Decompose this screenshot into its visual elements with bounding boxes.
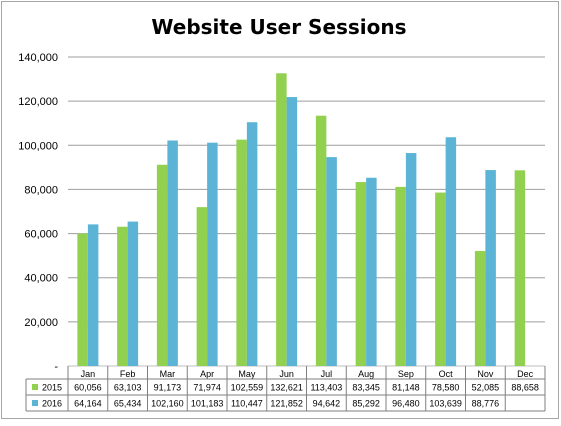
y-tick-label-100000: 100,000 [18, 140, 58, 152]
x-tick-label-dec: Dec [517, 369, 534, 379]
bar-2016-jul [326, 157, 337, 366]
y-tick-label-120000: 120,000 [18, 96, 58, 108]
bars [77, 73, 526, 367]
bar-2015-dec [514, 170, 526, 366]
bar-2015-apr [196, 207, 208, 366]
legend-swatch-2015 [32, 384, 38, 390]
bar-2015-mar [156, 164, 168, 366]
table-cell-2016-mar: 102,160 [151, 399, 184, 409]
y-tick-label-80000: 80,000 [24, 184, 58, 196]
bar-2016-apr [207, 142, 218, 366]
bar-2016-may [246, 122, 258, 366]
table-cell-2015-nov: 52,085 [472, 383, 500, 393]
chart-title: Website User Sessions [151, 15, 406, 39]
table-cell-2015-sep: 81,148 [392, 383, 420, 393]
bar-2016-jun [286, 97, 298, 366]
table-cell-2015-jun: 132,621 [270, 383, 303, 393]
x-tick-label-mar: Mar [160, 369, 176, 379]
y-tick-label-140000: 140,000 [18, 52, 58, 64]
table-cell-2015-dec: 88,658 [511, 383, 539, 393]
bar-2015-nov [474, 251, 486, 366]
legend-swatch-2016 [32, 400, 38, 406]
table-cell-2016-nov: 88,776 [472, 399, 500, 409]
data-table: 2015 60,056 63,103 91,173 71,974 102,559 132,6… [25, 366, 546, 412]
table-cell-2016-oct: 103,639 [429, 399, 462, 409]
x-tick-label-jul: Jul [321, 369, 333, 379]
table-cell-2015-jul: 113,403 [310, 383, 342, 393]
x-tick-label-may: May [238, 369, 256, 379]
y-tick-label-20000: 20,000 [24, 317, 58, 329]
table-cell-2015-may: 102,559 [231, 383, 264, 393]
table-cell-2015-aug: 83,345 [352, 383, 380, 393]
table-cell-2015-jan: 60,056 [74, 383, 102, 393]
bar-2015-jan [77, 233, 88, 366]
table-cell-2016-apr: 101,183 [191, 399, 224, 409]
y-tick-label-40000: 40,000 [24, 273, 58, 285]
table-cell-2016-sep: 96,480 [392, 399, 420, 409]
y-axis: - 20,000 40,000 60,000 80,000 100,000 120,000 1… [18, 52, 58, 373]
bar-2016-aug [366, 177, 377, 366]
table-cell-2015-oct: 78,580 [432, 383, 460, 393]
x-tick-label-jun: Jun [279, 369, 294, 379]
bar-2015-feb [117, 226, 128, 366]
bar-2015-jun [276, 73, 287, 367]
x-tick-label-jan: Jan [81, 369, 96, 379]
table-cell-2015-feb: 63,103 [114, 383, 142, 393]
table-cell-2015-apr: 71,974 [193, 383, 221, 393]
x-tick-label-aug: Aug [358, 369, 374, 379]
bar-2015-sep [395, 186, 406, 366]
bar-2016-oct [445, 137, 457, 366]
y-tick-label-60000: 60,000 [24, 229, 58, 241]
bar-2016-feb [127, 221, 139, 366]
table-cell-2016-jan: 64,164 [74, 399, 102, 409]
bar-2015-oct [435, 192, 446, 366]
x-tick-label-oct: Oct [439, 369, 454, 379]
table-cell-2016-feb: 65,434 [114, 399, 142, 409]
bar-2015-may [236, 139, 247, 366]
legend-label-2015: 2015 [42, 383, 62, 393]
bar-2016-sep [405, 153, 417, 366]
x-tick-label-sep: Sep [398, 369, 414, 379]
bar-2016-nov [485, 170, 496, 366]
x-axis-labels: Jan Feb Mar Apr May Jun Jul Aug Sep Oct Nov Dec [81, 369, 534, 379]
bar-2016-jan [87, 224, 99, 366]
table-cell-2016-jul: 94,642 [313, 399, 341, 409]
bar-2015-aug [355, 182, 367, 366]
y-tick-label-0: - [54, 361, 58, 373]
x-tick-label-apr: Apr [200, 369, 214, 379]
bar-2015-jul [315, 115, 327, 367]
table-cell-2016-jun: 121,852 [270, 399, 303, 409]
bar-2016-mar [167, 140, 178, 366]
x-tick-label-feb: Feb [120, 369, 136, 379]
table-cell-2016-aug: 85,292 [352, 399, 380, 409]
x-tick-label-nov: Nov [477, 369, 494, 379]
legend-label-2016: 2016 [42, 399, 62, 409]
table-cell-2015-mar: 91,173 [154, 383, 182, 393]
table-cell-2016-may: 110,447 [231, 399, 263, 409]
